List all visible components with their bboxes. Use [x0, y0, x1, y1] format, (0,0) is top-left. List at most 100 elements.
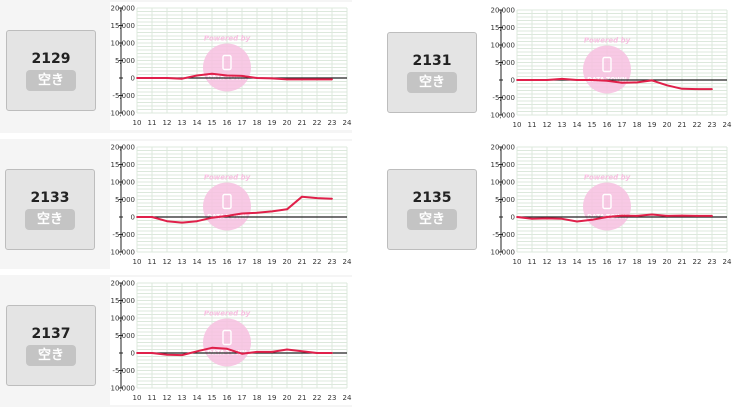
x-tick-label: 19 — [268, 394, 277, 402]
chart-2135: Powered byDATA-TOWN20,00015,00010,0005,0… — [488, 141, 732, 269]
x-tick-label: 24 — [343, 394, 352, 402]
phone-icon — [222, 193, 232, 210]
y-tick-label: 5,000 — [115, 196, 135, 204]
machine-card-2131[interactable]: 2131 空き — [387, 32, 477, 113]
y-tick-label: 5,000 — [495, 59, 515, 67]
data-point — [181, 354, 183, 356]
phone-icon — [602, 56, 612, 73]
x-tick-label: 19 — [268, 119, 277, 127]
data-point — [151, 77, 153, 79]
data-point — [546, 217, 548, 220]
y-tick-label: -5,000 — [112, 231, 135, 239]
data-point — [286, 208, 288, 211]
chart-svg: Powered byDATA-TOWN20,00015,00010,0005,0… — [108, 5, 352, 128]
x-tick-label: 10 — [133, 394, 142, 402]
data-point — [331, 197, 333, 200]
x-tick-label: 11 — [148, 119, 157, 127]
watermark-text-top: Powered by — [204, 310, 251, 318]
data-point — [166, 77, 168, 79]
x-tick-label: 14 — [193, 119, 202, 127]
chart-svg: Powered byDATA-TOWN20,00015,00010,0005,0… — [488, 144, 732, 267]
data-point — [546, 79, 548, 81]
x-tick-label: 21 — [678, 121, 687, 129]
watermark-text-top: Powered by — [204, 174, 251, 182]
data-point — [226, 215, 228, 217]
x-tick-label: 15 — [208, 119, 217, 127]
data-point — [226, 347, 228, 350]
chart-svg: Powered byDATA-TOWN20,00015,00010,0005,0… — [488, 7, 732, 130]
status-badge: 空き — [24, 209, 75, 230]
data-point — [636, 81, 638, 84]
data-point — [316, 352, 318, 354]
x-tick-label: 22 — [693, 121, 702, 129]
x-tick-label: 15 — [588, 258, 597, 266]
x-tick-label: 16 — [223, 258, 232, 266]
x-tick-label: 12 — [163, 119, 172, 127]
data-point — [681, 87, 683, 90]
data-point — [181, 77, 183, 80]
x-tick-label: 13 — [178, 119, 187, 127]
data-point — [226, 74, 228, 77]
x-tick-label: 20 — [283, 258, 292, 266]
x-tick-label: 24 — [343, 119, 352, 127]
machine-card-2129[interactable]: 2129 空き — [6, 30, 96, 111]
status-badge: 空き — [406, 209, 457, 230]
data-point — [561, 217, 563, 220]
data-point — [256, 77, 258, 79]
x-tick-label: 15 — [208, 258, 217, 266]
x-tick-label: 17 — [618, 258, 627, 266]
data-point — [196, 350, 198, 353]
x-tick-label: 23 — [328, 394, 337, 402]
data-point — [166, 353, 168, 356]
x-tick-label: 20 — [663, 121, 672, 129]
x-tick-label: 12 — [163, 258, 172, 266]
machine-card-2137[interactable]: 2137 空き — [6, 305, 96, 386]
x-tick-label: 23 — [708, 121, 717, 129]
x-tick-label: 10 — [513, 258, 522, 266]
data-point — [136, 352, 138, 354]
data-point — [286, 78, 288, 81]
x-tick-label: 19 — [648, 258, 657, 266]
watermark-circle — [203, 182, 251, 231]
x-tick-label: 14 — [193, 394, 202, 402]
chart-2137: Powered byDATA-TOWN20,00015,00010,0005,0… — [108, 277, 352, 405]
x-tick-label: 18 — [253, 258, 262, 266]
x-tick-label: 17 — [618, 121, 627, 129]
data-point — [591, 218, 593, 221]
data-point — [316, 197, 318, 199]
machine-number: 2133 — [30, 190, 70, 206]
data-point — [606, 79, 608, 82]
data-point — [606, 216, 608, 218]
data-point — [166, 220, 168, 223]
data-point — [516, 79, 518, 81]
phone-icon — [602, 193, 612, 210]
machine-card-2135[interactable]: 2135 空き — [387, 169, 477, 250]
x-tick-label: 17 — [238, 258, 247, 266]
watermark-text-top: Powered by — [584, 37, 631, 45]
x-tick-label: 23 — [708, 258, 717, 266]
y-tick-label: -5,000 — [112, 92, 135, 100]
x-tick-label: 18 — [633, 258, 642, 266]
y-tick-label: 0 — [131, 214, 135, 222]
y-tick-label: 0 — [511, 77, 515, 85]
data-point — [241, 352, 243, 355]
machine-card-2133[interactable]: 2133 空き — [5, 169, 95, 250]
x-tick-label: 14 — [573, 258, 582, 266]
series-line — [517, 77, 712, 91]
chart-svg: Powered byDATA-TOWN20,00015,00010,0005,0… — [108, 280, 352, 403]
phone-icon — [222, 54, 232, 71]
x-tick-label: 20 — [663, 258, 672, 266]
data-point — [301, 350, 303, 353]
data-point — [561, 78, 563, 80]
chart-2131: Powered byDATA-TOWN20,00015,00010,0005,0… — [488, 4, 732, 132]
machine-number: 2135 — [412, 190, 452, 206]
x-tick-label: 22 — [693, 258, 702, 266]
data-point — [681, 214, 683, 217]
y-tick-label: 5,000 — [115, 57, 135, 65]
series-line — [137, 195, 333, 224]
watermark-circle — [583, 182, 631, 231]
x-tick-label: 11 — [528, 121, 537, 129]
y-tick-label: 5,000 — [495, 196, 515, 204]
x-tick-label: 19 — [648, 121, 657, 129]
y-tick-label: 0 — [131, 75, 135, 83]
